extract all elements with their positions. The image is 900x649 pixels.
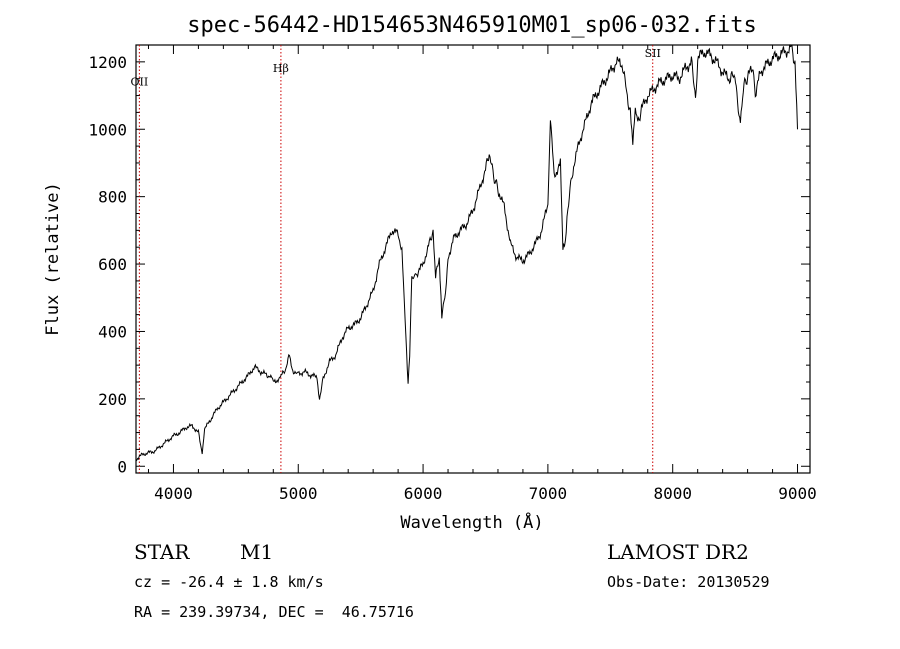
- y-axis-label: Flux (relative): [43, 182, 63, 336]
- x-axis-label: Wavelength (Å): [400, 511, 543, 533]
- x-tick-label: 5000: [279, 484, 318, 503]
- x-tick-label: 4000: [154, 484, 193, 503]
- chart-title: spec-56442-HD154653N465910M01_sp06-032.f…: [187, 13, 757, 38]
- y-tick-label: 0: [117, 457, 127, 476]
- x-tick-label: 8000: [653, 484, 692, 503]
- y-tick-label: 400: [98, 322, 127, 341]
- spectrum-line: [135, 44, 798, 462]
- y-axis-ticks: 0 200 400 600 800 1000 1200: [88, 53, 810, 476]
- y-tick-label: 600: [98, 255, 127, 274]
- y-tick-label: 200: [98, 390, 127, 409]
- x-tick-label: 7000: [529, 484, 568, 503]
- x-tick-label: 6000: [404, 484, 443, 503]
- y-tick-label: 1200: [88, 53, 127, 72]
- line-marker-label: OII: [131, 75, 149, 88]
- object-class: STAR: [134, 540, 190, 564]
- line-marker-label: SII: [645, 47, 661, 60]
- redshift-info: cz = -26.4 ± 1.8 km/s: [134, 573, 324, 591]
- plot-frame: [135, 44, 811, 474]
- line-marker-label: Hβ: [273, 62, 289, 75]
- object-subclass: M1: [240, 540, 274, 564]
- obs-date: Obs-Date: 20130529: [607, 573, 770, 591]
- y-tick-label: 800: [98, 188, 127, 207]
- emission-line-markers: OII Hβ SII: [131, 45, 661, 473]
- y-tick-label: 1000: [88, 120, 127, 139]
- coordinates: RA = 239.39734, DEC = 46.75716: [134, 603, 414, 621]
- survey-name: LAMOST DR2: [607, 540, 749, 564]
- x-axis-ticks: 4000 5000 6000 7000 8000 9000: [147, 45, 817, 503]
- x-tick-label: 9000: [778, 484, 817, 503]
